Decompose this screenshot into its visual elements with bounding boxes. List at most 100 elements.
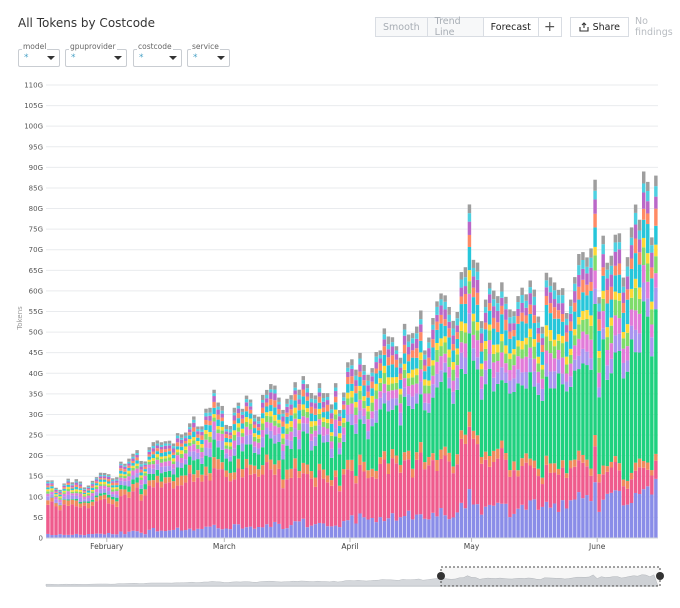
bar-segment — [463, 303, 468, 324]
bar-segment — [297, 521, 301, 538]
bar-segment — [252, 418, 257, 422]
bar-segment — [220, 426, 224, 431]
costcode-filter[interactable]: costcode * — [133, 42, 182, 67]
bar-segment — [573, 291, 577, 303]
range-navigator[interactable] — [45, 566, 664, 587]
bar-segment — [70, 493, 74, 496]
bar-segment — [374, 390, 378, 399]
bar-segment — [475, 262, 480, 272]
bar-segment — [159, 449, 164, 453]
bar-segment — [297, 430, 301, 440]
bar-segment — [520, 385, 524, 459]
bar-segment — [155, 445, 160, 449]
bar-segment — [123, 466, 127, 470]
bar-segment — [483, 307, 488, 313]
filter-label: model — [22, 42, 48, 52]
add-button[interactable]: + — [537, 17, 562, 37]
bar-segment — [175, 449, 180, 453]
bar-segment — [94, 477, 99, 479]
bar-segment — [443, 336, 447, 343]
bar-segment — [475, 504, 480, 538]
bar-segment — [139, 464, 143, 467]
bar-segment — [528, 293, 532, 305]
bar-segment — [569, 460, 573, 469]
bar-segment — [512, 323, 516, 331]
service-filter[interactable]: service * — [187, 42, 230, 67]
bar-segment — [536, 327, 541, 334]
bar-segment — [540, 326, 545, 334]
bar-segment — [646, 263, 650, 282]
bar-segment — [151, 474, 156, 481]
bar-segment — [573, 329, 577, 336]
bar-segment — [179, 439, 184, 444]
bar-segment — [163, 458, 168, 462]
bar-segment — [216, 433, 220, 441]
bar-segment — [159, 444, 164, 447]
bar-segment — [350, 425, 354, 460]
bar-segment — [617, 333, 622, 352]
chevron-down-icon — [47, 56, 55, 60]
bar-segment — [305, 464, 310, 475]
bar-segment — [244, 406, 249, 412]
filter-value: * — [24, 53, 29, 63]
bar-segment — [419, 324, 423, 333]
bar-segment — [641, 208, 646, 220]
bar-segment — [637, 352, 642, 459]
gpuprovider-filter[interactable]: gpuprovider * — [65, 42, 127, 67]
bar-segment — [548, 340, 553, 354]
bar-segment — [581, 319, 585, 332]
bar-segment — [46, 493, 50, 497]
bar-segment — [289, 525, 293, 538]
bar-segment — [106, 491, 111, 495]
bar-segment — [593, 304, 597, 436]
bar-segment — [500, 503, 504, 538]
bar-segment — [135, 452, 139, 456]
navigator-right-handle[interactable] — [656, 572, 664, 580]
bar-segment — [196, 470, 200, 478]
bar-segment — [212, 430, 216, 440]
bar-segment — [370, 388, 374, 396]
navigator-left-handle[interactable] — [437, 572, 445, 580]
bar-segment — [244, 421, 249, 427]
bar-segment — [358, 399, 362, 411]
bar-segment — [560, 288, 565, 296]
bar-segment — [131, 458, 135, 461]
bar-segment — [654, 186, 658, 197]
bar-segment — [467, 411, 472, 427]
trend-line-button[interactable]: Trend Line — [426, 16, 483, 38]
bar-segment — [192, 437, 196, 441]
bar-segment — [62, 490, 66, 493]
bar-segment — [487, 354, 492, 369]
bar-segment — [265, 402, 269, 407]
bar-segment — [62, 483, 66, 485]
model-filter[interactable]: model * — [18, 42, 60, 67]
bar-segment — [200, 452, 204, 458]
bar-segment — [338, 448, 342, 455]
bar-segment — [321, 401, 326, 408]
forecast-button[interactable]: Forecast — [482, 17, 538, 37]
bar-segment — [305, 384, 310, 389]
bar-segment — [175, 435, 180, 439]
bar-segment — [593, 435, 597, 447]
share-button[interactable]: Share — [569, 17, 629, 37]
bar-segment — [629, 288, 634, 298]
navigator-selection[interactable] — [440, 566, 661, 587]
bar-segment — [374, 383, 378, 391]
bar-segment — [269, 469, 273, 527]
bar-segment — [605, 379, 609, 467]
bar-segment — [54, 506, 58, 535]
bar-segment — [589, 475, 593, 502]
smooth-button[interactable]: Smooth — [375, 17, 427, 37]
bar-segment — [573, 335, 577, 346]
bar-segment — [609, 286, 614, 300]
bar-segment — [573, 359, 577, 371]
bar-segment — [261, 423, 265, 431]
no-findings-label: No findings — [635, 16, 673, 38]
bar-segment — [354, 386, 358, 394]
bar-segment — [232, 479, 237, 525]
y-tick-label: 65G — [29, 267, 43, 275]
bar-segment — [516, 302, 520, 309]
bar-segment — [492, 317, 496, 329]
bar-segment — [50, 501, 54, 536]
bar-segment — [609, 274, 614, 287]
